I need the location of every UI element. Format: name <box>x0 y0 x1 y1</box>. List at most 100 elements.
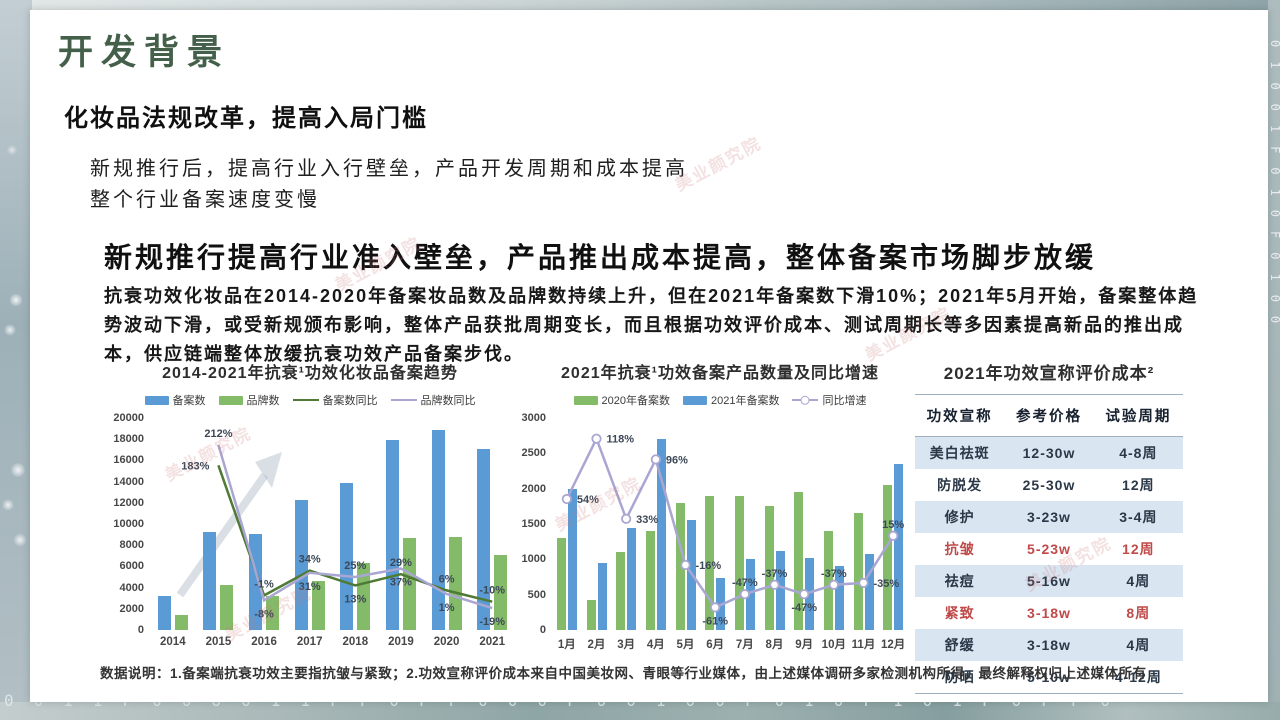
y-axis-tick: 6000 <box>119 560 144 573</box>
legend-bar-swatch <box>573 395 598 405</box>
data-point-marker <box>739 589 750 600</box>
data-point-marker <box>858 577 869 588</box>
y-axis-tick: 16000 <box>113 454 144 467</box>
y-axis-tick: 2000 <box>521 482 546 495</box>
table-cell: 舒缓 <box>944 637 975 653</box>
intro-text: 新规推行后，提高行业入行壁垒，产品开发周期和成本提高 整个行业备案速度变慢 <box>90 154 688 216</box>
x-axis-label: 1月 <box>557 639 576 651</box>
chart-legend: 备案数 品牌数 备案数同比 品牌数同比 <box>100 392 520 408</box>
slide-card: 开发背景 化妆品法规改革，提高入局门槛 新规推行后，提高行业入行壁垒，产品开发周… <box>30 10 1268 702</box>
table-cell: 4周 <box>1126 637 1151 653</box>
bar <box>340 482 354 630</box>
table-row: 防晒 5-10w 4-12周 <box>915 661 1183 694</box>
y-axis-tick: 18000 <box>113 433 144 446</box>
bar <box>220 585 234 630</box>
legend-item: 备案数同比 <box>292 392 378 408</box>
bar <box>864 554 874 630</box>
pct-label: -37% <box>762 568 788 580</box>
right-decor-band <box>1268 0 1280 720</box>
table-cell: 3-4周 <box>1119 509 1158 525</box>
x-axis-label: 2021 <box>479 636 505 648</box>
data-point-marker <box>650 454 661 465</box>
pct-label: 13% <box>344 593 366 605</box>
legend-label: 品牌数 <box>246 395 280 407</box>
table-cell: 5-23w <box>1027 541 1071 557</box>
x-axis-label: 3月 <box>617 639 636 651</box>
legend-bar-swatch <box>218 395 243 405</box>
bar <box>266 596 280 630</box>
chart-filing-trend: 2014-2021年抗衰¹功效化妆品备案趋势 备案数 品牌数 备案数同比 品牌数同比 … <box>100 355 520 655</box>
table-title: 2021年功效宣称评价成本² <box>943 364 1155 383</box>
bar <box>616 552 626 630</box>
data-point-marker <box>710 602 721 613</box>
bar <box>448 536 462 630</box>
y-axis-tick: 4000 <box>119 581 144 594</box>
body-paragraph: 抗衰功效化妆品在2014-2020年备案妆品数及品牌数持续上升，但在2021年备… <box>104 282 1214 369</box>
x-axis-label: 7月 <box>735 639 754 651</box>
data-point-marker <box>561 493 572 505</box>
y-axis-tick: 0 <box>137 624 144 636</box>
line-overlay: 183% -1% 34% 13% 29% 6% -10% 212% -8% 31% 25% 37% 1%… <box>181 428 505 628</box>
y-axis-tick: 500 <box>527 588 546 601</box>
legend-item: 备案数 <box>144 392 206 408</box>
y-axis-tick: 8000 <box>119 539 144 552</box>
bar <box>597 562 607 630</box>
y-axis-tick: 3000 <box>521 412 546 424</box>
table-row: 紧致 3-18w 8周 <box>915 597 1183 629</box>
table-cell: 3-23w <box>1027 509 1071 525</box>
table-cell: 抗皱 <box>944 541 975 557</box>
pct-label: 1% <box>439 602 455 614</box>
table-cell: 5-16w <box>1027 573 1071 589</box>
bar <box>431 429 445 630</box>
table-cell: 紧致 <box>944 605 975 621</box>
y-axis: 3000 2500 2000 1500 1000 500 0 <box>520 412 546 636</box>
pct-label: -61% <box>702 615 728 627</box>
table-cell: 12-30w <box>1022 445 1076 461</box>
table-cell: 4-8周 <box>1119 445 1158 461</box>
data-point-marker <box>680 559 691 571</box>
x-axis-label: 2017 <box>296 636 323 648</box>
bar <box>805 557 815 630</box>
pct-label: -47% <box>791 602 817 614</box>
pct-label: -47% <box>732 577 758 589</box>
y-axis: 20000 18000 16000 14000 12000 10000 8000 6000 40… <box>100 412 144 636</box>
bar <box>656 439 666 630</box>
table-header-row: 功效宣称 参考价格 试验周期 <box>915 394 1183 437</box>
chart-monthly-filings: 2021年抗衰¹功效备案产品数量及同比增速 2020年备案数 2021年备案数 同比… <box>520 355 920 655</box>
legend-label: 备案数 <box>172 395 206 407</box>
bar <box>586 600 596 630</box>
plot-area: 2014 2015 2016 2017 2018 2019 2020 2021 183% -1% 3… <box>150 418 515 648</box>
bar <box>645 531 655 630</box>
bar <box>686 520 696 630</box>
bar <box>823 531 833 630</box>
table-cell: 3-18w <box>1027 605 1071 621</box>
bar <box>567 488 577 630</box>
table-row: 舒缓 3-18w 4周 <box>915 629 1183 661</box>
y-axis-tick: 20000 <box>113 412 144 424</box>
y-axis-tick: 1000 <box>521 553 546 566</box>
chart-title: 2021年抗衰¹功效备案产品数量及同比增速 <box>561 365 879 382</box>
footnote: 数据说明：1.备案端抗衰功效主要指抗皱与紧致；2.功效宣称评价成本来自中国美妆网… <box>100 666 1147 681</box>
table-column-header: 参考价格 <box>1004 394 1094 437</box>
plot-area: 1月 2月 3月 4月 5月 6月 7月 8月 9月 10月 11月 12月 54% 118% 33% 96%… <box>552 418 908 651</box>
data-point-marker <box>828 579 839 590</box>
key-headline: 新规推行提高行业准入壁垒，产品推出成本提高，整体备案市场脚步放缓 <box>104 242 1097 273</box>
x-axis-label: 2015 <box>205 636 232 648</box>
pct-label: -8% <box>254 608 274 620</box>
trend-line <box>217 464 493 603</box>
intro-line-2: 整个行业备案速度变慢 <box>90 189 320 211</box>
chart-title: 2014-2021年抗衰¹功效化妆品备案趋势 <box>162 365 458 382</box>
bar <box>477 448 491 630</box>
bar <box>675 502 685 630</box>
pct-label: -16% <box>696 560 722 572</box>
bar <box>357 563 371 630</box>
bar <box>627 527 637 630</box>
chart-legend: 2020年备案数 2021年备案数 同比增速 <box>520 392 920 408</box>
pct-label: 183% <box>181 460 209 472</box>
table-cell: 4周 <box>1126 573 1151 589</box>
legend-label: 同比增速 <box>822 395 867 407</box>
pct-label: -37% <box>821 568 847 580</box>
y-axis-tick: 1500 <box>521 518 546 530</box>
table-cell: 防脱发 <box>937 477 983 493</box>
table-cell: 12周 <box>1122 541 1155 557</box>
